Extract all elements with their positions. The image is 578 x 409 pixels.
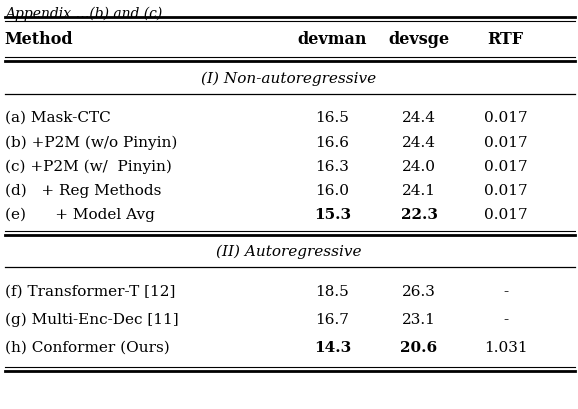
Text: Appendix …(b) and (c): Appendix …(b) and (c): [5, 7, 162, 21]
Text: 16.5: 16.5: [316, 111, 349, 125]
Text: (II) Autoregressive: (II) Autoregressive: [216, 244, 362, 258]
Text: 16.7: 16.7: [316, 312, 349, 326]
Text: RTF: RTF: [488, 31, 524, 48]
Text: 24.4: 24.4: [402, 111, 436, 125]
Text: 0.017: 0.017: [484, 136, 528, 150]
Text: devman: devman: [298, 31, 367, 48]
Text: (h) Conformer (Ours): (h) Conformer (Ours): [5, 340, 169, 354]
Text: -: -: [503, 312, 508, 326]
Text: 15.3: 15.3: [314, 207, 351, 221]
Text: 0.017: 0.017: [484, 207, 528, 221]
Text: 23.1: 23.1: [402, 312, 436, 326]
Text: 24.0: 24.0: [402, 160, 436, 173]
Text: 16.0: 16.0: [316, 184, 349, 198]
Text: Method: Method: [5, 31, 73, 48]
Text: 0.017: 0.017: [484, 184, 528, 198]
Text: (g) Multi-Enc-Dec [11]: (g) Multi-Enc-Dec [11]: [5, 312, 178, 326]
Text: (I) Non-autoregressive: (I) Non-autoregressive: [202, 72, 376, 86]
Text: 0.017: 0.017: [484, 111, 528, 125]
Text: 16.6: 16.6: [316, 136, 349, 150]
Text: 1.031: 1.031: [484, 340, 528, 354]
Text: 26.3: 26.3: [402, 284, 436, 298]
Text: -: -: [503, 284, 508, 298]
Text: (d)   + Reg Methods: (d) + Reg Methods: [5, 183, 161, 198]
Text: 14.3: 14.3: [314, 340, 351, 354]
Text: (e)      + Model Avg: (e) + Model Avg: [5, 207, 154, 222]
Text: devsge: devsge: [388, 31, 450, 48]
Text: 24.4: 24.4: [402, 136, 436, 150]
Text: 24.1: 24.1: [402, 184, 436, 198]
Text: 22.3: 22.3: [401, 207, 438, 221]
Text: 16.3: 16.3: [316, 160, 349, 173]
Text: (b) +P2M (w/o Pinyin): (b) +P2M (w/o Pinyin): [5, 135, 177, 150]
Text: 20.6: 20.6: [401, 340, 438, 354]
Text: 18.5: 18.5: [316, 284, 349, 298]
Text: (f) Transformer-T [12]: (f) Transformer-T [12]: [5, 284, 175, 298]
Text: (c) +P2M (w/  Pinyin): (c) +P2M (w/ Pinyin): [5, 160, 172, 174]
Text: 0.017: 0.017: [484, 160, 528, 173]
Text: (a) Mask-CTC: (a) Mask-CTC: [5, 111, 110, 125]
